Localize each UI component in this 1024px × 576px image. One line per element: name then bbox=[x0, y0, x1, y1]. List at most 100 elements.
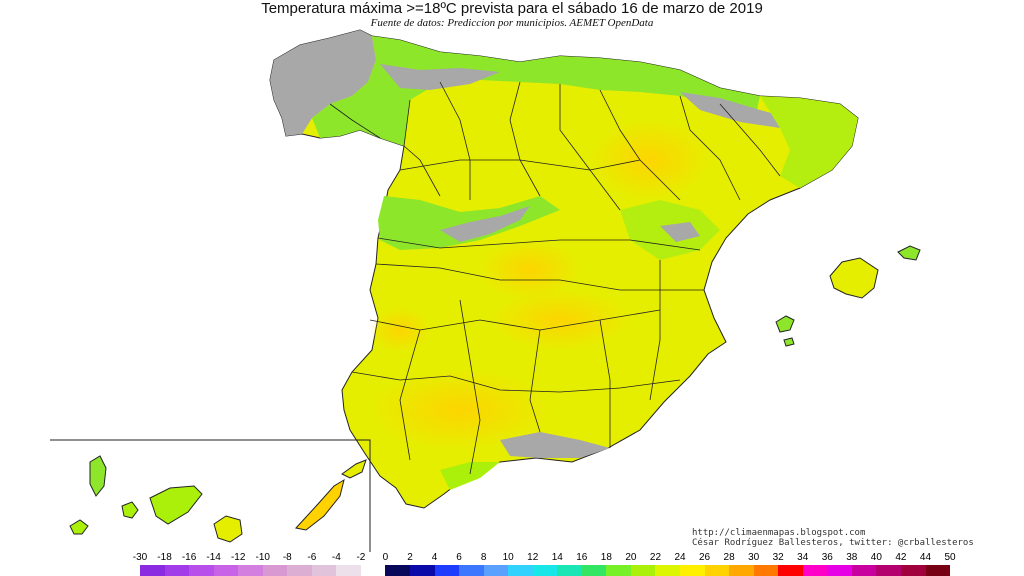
canary-inset-frame bbox=[50, 439, 371, 552]
legend-swatch bbox=[483, 565, 509, 576]
legend-swatch bbox=[655, 565, 681, 576]
legend-swatch bbox=[410, 565, 435, 576]
fuerteventura-island bbox=[295, 478, 345, 531]
legend-swatch bbox=[729, 565, 754, 576]
credits: http://climaenmapas.blogspot.com César R… bbox=[692, 528, 974, 548]
legend-swatch bbox=[311, 565, 337, 576]
legend-tick-label: 44 bbox=[919, 552, 932, 563]
legend-tick-label: -4 bbox=[331, 552, 341, 563]
mallorca-island bbox=[829, 257, 879, 299]
legend-tick-label: 8 bbox=[480, 552, 487, 563]
menorca-island bbox=[897, 245, 921, 261]
la-gomera-island bbox=[121, 501, 139, 519]
pyrenees-gray-zone bbox=[680, 92, 790, 128]
legend-swatch bbox=[557, 565, 582, 576]
legend-tick-label: 22 bbox=[649, 552, 662, 563]
sistema-central-gray bbox=[440, 206, 530, 242]
legend-swatch bbox=[581, 565, 607, 576]
legend-swatch bbox=[827, 565, 852, 576]
legend-swatch bbox=[753, 565, 779, 576]
legend-tick-label: 38 bbox=[846, 552, 858, 563]
legend-swatch bbox=[532, 565, 558, 576]
extremadura-hot-zone bbox=[370, 308, 430, 352]
legend-tick-label: 26 bbox=[698, 552, 711, 563]
legend-swatch bbox=[336, 565, 361, 576]
legend-swatch bbox=[704, 565, 730, 576]
legend-tick-label: -12 bbox=[230, 552, 246, 563]
legend-tick-label: 42 bbox=[895, 552, 907, 563]
la-palma-island bbox=[89, 455, 107, 497]
legend-swatch bbox=[680, 565, 705, 576]
legend-tick-label: 6 bbox=[456, 552, 462, 563]
legend-tick-label: -8 bbox=[282, 552, 292, 563]
legend-tick-label: -10 bbox=[255, 552, 270, 563]
lanzarote-island bbox=[341, 459, 367, 479]
legend-swatch bbox=[434, 565, 460, 576]
legend-swatch bbox=[238, 565, 263, 576]
map-title: Temperatura máxima >=18ºC prevista para … bbox=[261, 0, 763, 17]
legend-swatch bbox=[630, 565, 656, 576]
province-boundaries bbox=[329, 81, 781, 475]
madrid-hot-zone bbox=[480, 240, 580, 300]
map-subtitle: Fuente de datos: Prediccion por municipi… bbox=[370, 17, 654, 29]
legend-tick-label: -16 bbox=[181, 552, 197, 563]
legend-tick-label: -14 bbox=[206, 552, 221, 563]
legend-swatch bbox=[851, 565, 877, 576]
legend-swatch bbox=[900, 565, 926, 576]
legend-tick-label: 2 bbox=[407, 552, 413, 563]
legend-tick-label: 10 bbox=[502, 552, 514, 563]
formentera-island bbox=[783, 337, 795, 347]
galicia-gray-zone bbox=[270, 30, 376, 136]
legend-swatch bbox=[360, 565, 386, 576]
legend-tick-label: 20 bbox=[625, 552, 637, 563]
sierra-nevada-zone bbox=[500, 432, 610, 458]
cantabrian-green-zone bbox=[312, 36, 760, 146]
legend-swatch bbox=[164, 565, 190, 576]
catalonia-green-zone bbox=[760, 96, 858, 188]
la-mancha-hot-zone bbox=[490, 290, 630, 350]
iberian-gray-peaks bbox=[660, 222, 700, 242]
legend-swatch bbox=[802, 565, 828, 576]
legend-swatch bbox=[508, 565, 533, 576]
legend-swatch bbox=[140, 565, 165, 576]
legend-swatch bbox=[778, 565, 803, 576]
legend-swatch bbox=[606, 565, 631, 576]
blog-url: http://climaenmapas.blogspot.com bbox=[692, 528, 866, 538]
legend-tick-label: 16 bbox=[576, 552, 588, 563]
tenerife-island bbox=[149, 485, 203, 525]
temperature-legend: -30 -18 -16 -14 -12 -10 -8 -6 -4 -2 0 2 4 6 8 10 12 14 16 1… bbox=[133, 552, 956, 576]
author-credit: César Rodríguez Ballesteros, twitter: @c… bbox=[692, 538, 974, 548]
legend-tick-label: 14 bbox=[551, 552, 563, 563]
legend-swatch bbox=[459, 565, 484, 576]
legend-tick-label: 0 bbox=[382, 552, 389, 563]
legend-swatch bbox=[385, 565, 411, 576]
legend-tick-label: -30 bbox=[132, 552, 148, 563]
legend-swatch bbox=[925, 565, 951, 576]
legend-tick-label: 12 bbox=[527, 552, 539, 563]
south-coast-green bbox=[440, 462, 500, 490]
legend-tick-label: 34 bbox=[797, 552, 809, 563]
legend-color-bar bbox=[140, 565, 951, 576]
legend-tick-label: -2 bbox=[356, 552, 366, 563]
legend-tick-label: 24 bbox=[674, 552, 686, 563]
gran-canaria-island bbox=[213, 515, 243, 543]
spain-temperature-map bbox=[50, 29, 921, 552]
legend-tick-label: 4 bbox=[431, 552, 438, 563]
legend-tick-label: 40 bbox=[870, 552, 882, 563]
legend-tick-label: 30 bbox=[748, 552, 760, 563]
legend-tick-label: 32 bbox=[772, 552, 784, 563]
legend-tick-label: -18 bbox=[157, 552, 172, 563]
legend-swatch bbox=[189, 565, 214, 576]
ibiza-island bbox=[775, 315, 795, 333]
legend-swatch bbox=[213, 565, 239, 576]
legend-swatch bbox=[287, 565, 312, 576]
cantabrian-gray-peaks bbox=[380, 64, 500, 90]
legend-swatch bbox=[262, 565, 288, 576]
legend-tick-label: 50 bbox=[944, 552, 956, 563]
legend-tick-label: -6 bbox=[307, 552, 317, 563]
el-hierro-island bbox=[69, 519, 89, 535]
legend-tick-label: 28 bbox=[723, 552, 735, 563]
legend-tick-label: 36 bbox=[821, 552, 833, 563]
ebro-hot-zone bbox=[590, 120, 710, 200]
legend-swatch bbox=[876, 565, 901, 576]
